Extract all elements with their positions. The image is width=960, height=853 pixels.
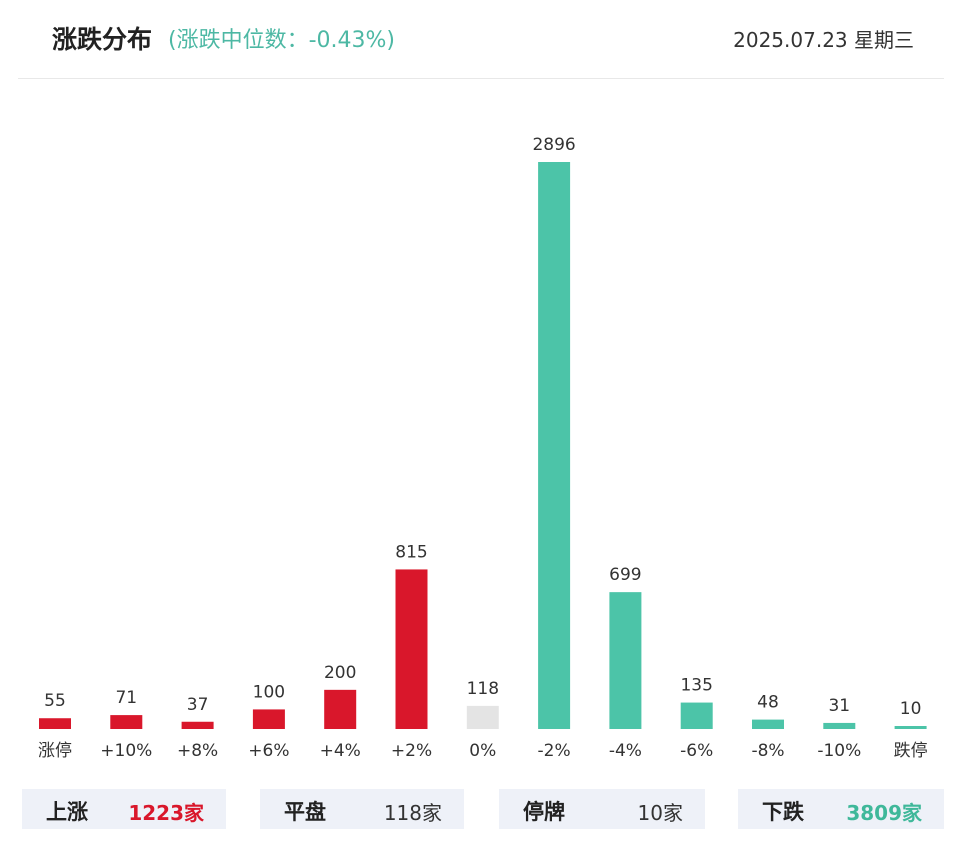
header: 涨跌分布 (涨跌中位数：-0.43%) 2025.07.23 星期三 bbox=[18, 0, 944, 79]
bar-value-label-7: 2896 bbox=[532, 135, 575, 155]
bar-7 bbox=[538, 162, 571, 729]
stat-box-up: 上涨 1223家 bbox=[22, 789, 226, 829]
stat-value-down: 3809家 bbox=[846, 801, 922, 825]
bar-chart: 55 涨停 71 +10% 37 +8% 100 +6% 200 +4% 815 +2% 118 0% 28… bbox=[38, 135, 928, 761]
bar-10 bbox=[752, 719, 784, 729]
bar-value-label-5: 815 bbox=[395, 542, 427, 562]
stat-label-flat: 平盘 bbox=[284, 800, 326, 824]
stat-value-flat: 118家 bbox=[383, 801, 442, 825]
bar-1 bbox=[110, 715, 143, 729]
category-label-6: 0% bbox=[469, 741, 496, 761]
stat-label-suspended: 停牌 bbox=[523, 800, 565, 824]
bar-0 bbox=[39, 718, 71, 729]
stat-value-suspended: 10家 bbox=[637, 801, 683, 825]
category-label-7: -2% bbox=[538, 741, 571, 761]
category-label-11: -10% bbox=[817, 741, 861, 761]
bar-2 bbox=[181, 721, 214, 729]
category-label-5: +2% bbox=[391, 741, 432, 761]
stat-label-up: 上涨 bbox=[46, 800, 88, 824]
stat-box-flat: 平盘 118家 bbox=[260, 789, 464, 829]
category-label-12: 跌停 bbox=[894, 741, 928, 761]
bar-12 bbox=[894, 726, 927, 729]
bar-value-label-11: 31 bbox=[828, 696, 850, 716]
bar-8 bbox=[609, 592, 642, 729]
bar-value-label-6: 118 bbox=[467, 679, 499, 699]
bar-value-label-12: 10 bbox=[900, 699, 922, 719]
category-label-8: -4% bbox=[609, 741, 642, 761]
stat-value-up: 1223家 bbox=[128, 801, 204, 825]
bar-value-label-3: 100 bbox=[253, 682, 285, 702]
category-label-4: +4% bbox=[320, 741, 361, 761]
bar-5 bbox=[395, 569, 428, 729]
median-subtitle: (涨跌中位数：-0.43%) bbox=[168, 28, 395, 53]
bar-value-label-1: 71 bbox=[115, 688, 137, 708]
bar-4 bbox=[324, 689, 357, 729]
bar-value-label-0: 55 bbox=[44, 691, 66, 711]
category-label-10: -8% bbox=[751, 741, 784, 761]
bar-6 bbox=[466, 705, 499, 729]
distribution-card: 涨跌分布 (涨跌中位数：-0.43%) 2025.07.23 星期三 55 涨停 7… bbox=[18, 0, 944, 853]
category-label-3: +6% bbox=[248, 741, 289, 761]
bar-value-label-4: 200 bbox=[324, 663, 356, 683]
bar-value-label-2: 37 bbox=[187, 695, 209, 715]
bar-value-label-10: 48 bbox=[757, 693, 779, 713]
bar-3 bbox=[252, 709, 285, 729]
chart-title: 涨跌分布 bbox=[52, 25, 153, 54]
date-label: 2025.07.23 星期三 bbox=[733, 28, 914, 52]
category-label-1: +10% bbox=[100, 741, 152, 761]
stat-label-down: 下跌 bbox=[762, 800, 804, 824]
category-label-2: +8% bbox=[177, 741, 218, 761]
bar-value-label-9: 135 bbox=[680, 676, 712, 696]
bar-value-label-8: 699 bbox=[609, 565, 641, 585]
category-label-0: 涨停 bbox=[38, 741, 72, 761]
bar-9 bbox=[680, 702, 713, 729]
bar-11 bbox=[823, 722, 856, 729]
stat-box-suspended: 停牌 10家 bbox=[499, 789, 705, 829]
stat-box-down: 下跌 3809家 bbox=[738, 789, 944, 829]
category-label-9: -6% bbox=[680, 741, 713, 761]
